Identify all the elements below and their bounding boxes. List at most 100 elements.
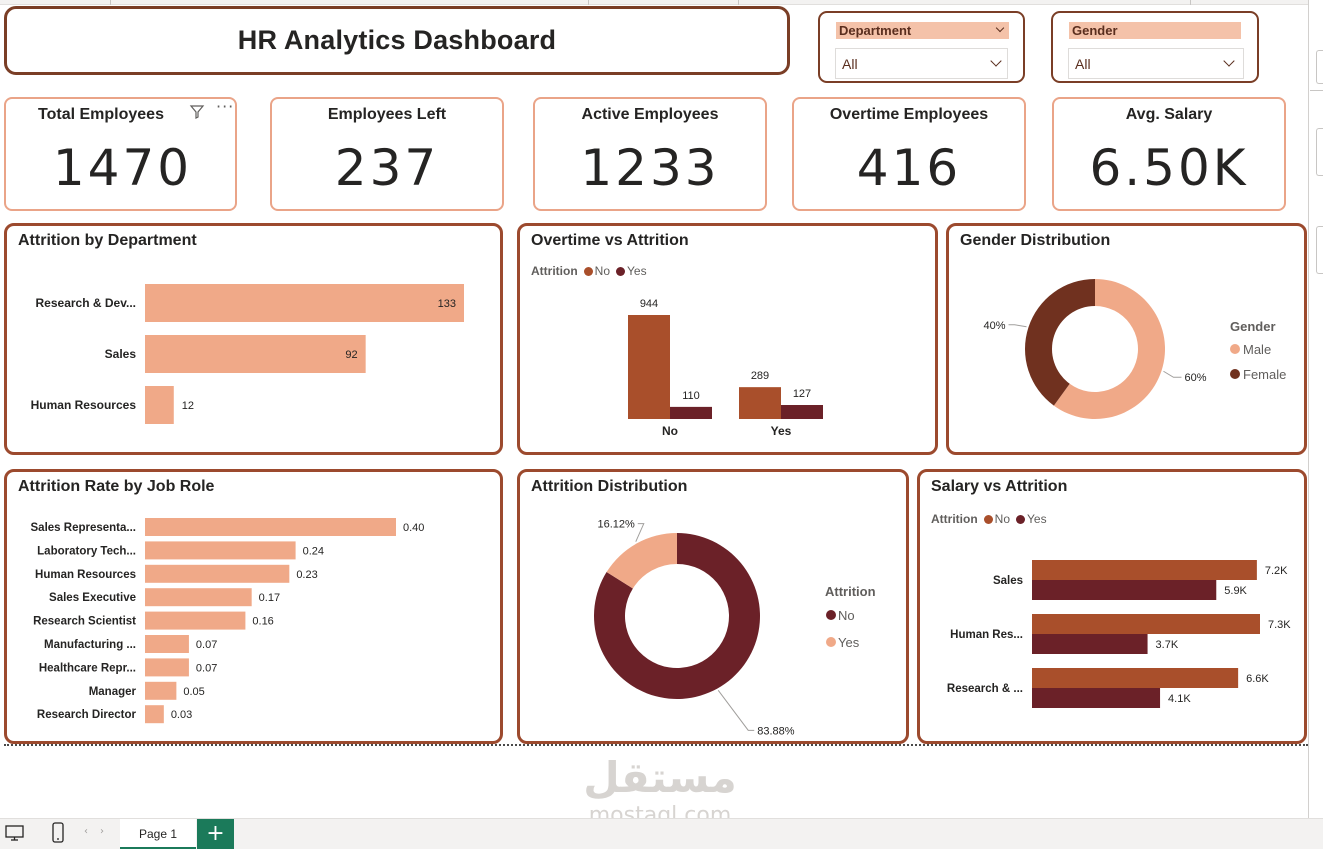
bar[interactable] xyxy=(739,387,781,419)
bar[interactable] xyxy=(628,315,670,419)
department-dropdown[interactable]: All xyxy=(835,48,1008,79)
department-slicer[interactable]: Department All xyxy=(818,11,1025,83)
bar[interactable] xyxy=(145,635,189,653)
bar[interactable] xyxy=(145,681,177,700)
desktop-view-icon[interactable] xyxy=(5,824,25,842)
bar[interactable] xyxy=(145,284,464,322)
legend-item[interactable]: Yes xyxy=(627,264,647,278)
kpi-label: Overtime Employees xyxy=(829,106,989,123)
bar[interactable] xyxy=(145,658,189,677)
salary-vs-attrition-chart[interactable]: Sales 7.2K 5.9K Human Res... 7.3K 3.7K Researc… xyxy=(920,472,1305,742)
gender-dropdown[interactable]: All xyxy=(1068,48,1244,79)
add-page-button[interactable]: + xyxy=(197,819,234,849)
bar[interactable] xyxy=(1032,688,1161,708)
chart-title: Attrition by Department xyxy=(18,232,197,249)
legend-item[interactable]: No xyxy=(594,264,610,278)
legend-item[interactable]: Male xyxy=(1243,342,1271,357)
data-label: 40% xyxy=(983,320,1005,332)
attrition-by-department-chart[interactable]: Research & Dev... 133 Sales 92 Human Resourc… xyxy=(7,226,501,453)
legend-item[interactable]: No xyxy=(994,512,1010,526)
leader-line xyxy=(635,523,645,542)
bar[interactable] xyxy=(145,588,252,607)
kpi-value: 237 xyxy=(334,139,440,197)
next-page-icon[interactable]: › xyxy=(100,826,104,837)
category-label: Laboratory Tech... xyxy=(37,545,136,557)
slice-no[interactable] xyxy=(594,533,760,699)
filters-pane[interactable] xyxy=(1308,0,1323,818)
data-label: 16.12% xyxy=(597,519,635,531)
overtime-vs-attrition-chart[interactable]: 944 110 No 289 127 Yes xyxy=(520,226,936,453)
bar[interactable] xyxy=(781,405,823,419)
category-label: No xyxy=(662,424,678,438)
tab-page-1[interactable]: Page 1 xyxy=(120,819,196,849)
bar[interactable] xyxy=(145,335,366,373)
gender-distribution-chart[interactable]: 60% 40% Gender Male Female xyxy=(949,226,1305,453)
chart-legend: Attrition No Yes xyxy=(931,512,1047,526)
legend-item[interactable]: Yes xyxy=(1027,512,1047,526)
legend-marker xyxy=(826,637,836,647)
slicer-header: Gender xyxy=(1069,22,1241,39)
bar[interactable] xyxy=(1032,614,1260,634)
bar[interactable] xyxy=(145,541,296,560)
slice-male[interactable] xyxy=(1053,279,1165,419)
pane-search-box[interactable] xyxy=(1316,50,1323,84)
slice-female[interactable] xyxy=(1025,279,1095,406)
legend-item[interactable]: Female xyxy=(1243,367,1286,382)
leader-line xyxy=(717,690,755,731)
gender-distribution-panel[interactable]: Gender Distribution 60% 40% Gender Male Fema… xyxy=(946,223,1307,455)
data-label: 944 xyxy=(640,298,658,310)
chart-title: Salary vs Attrition xyxy=(931,478,1068,495)
category-label: Research & ... xyxy=(947,683,1023,695)
pane-filter-card[interactable] xyxy=(1316,226,1323,274)
bar[interactable] xyxy=(145,564,290,583)
bar[interactable] xyxy=(670,406,712,419)
salary-vs-attrition-panel[interactable]: Salary vs Attrition Attrition No Yes Sales… xyxy=(917,469,1307,744)
kpi-total-employees[interactable]: Total Employees 1470 ··· xyxy=(4,97,237,211)
filter-icon[interactable] xyxy=(189,104,205,120)
pane-divider xyxy=(1310,90,1323,91)
data-label: 60% xyxy=(1184,372,1206,384)
kpi-label: Avg. Salary xyxy=(1125,106,1213,123)
kpi-value: 1470 xyxy=(52,139,193,197)
bar[interactable] xyxy=(145,518,396,536)
data-label: 0.05 xyxy=(183,686,204,698)
bar[interactable] xyxy=(145,611,246,630)
data-label: 0.07 xyxy=(196,662,217,674)
chart-legend: Attrition No Yes xyxy=(531,264,647,278)
chart-title: Attrition Rate by Job Role xyxy=(18,478,215,495)
data-label: 7.3K xyxy=(1268,619,1291,631)
attrition-distribution-panel[interactable]: Attrition Distribution 83.88% 16.12% Attri… xyxy=(517,469,909,744)
data-label: 289 xyxy=(751,370,769,382)
kpi-employees-left[interactable]: Employees Left 237 xyxy=(270,97,504,211)
pane-filter-card[interactable] xyxy=(1316,128,1323,176)
attrition-by-department-panel[interactable]: Attrition by Department Research & Dev..… xyxy=(4,223,503,455)
slice-yes[interactable] xyxy=(606,533,677,589)
category-label: Sales xyxy=(105,347,137,361)
legend-item[interactable]: No xyxy=(838,608,855,623)
kpi-active-employees[interactable]: Active Employees 1233 xyxy=(533,97,767,211)
ribbon-separator xyxy=(1190,0,1191,5)
kpi-label: Employees Left xyxy=(327,106,447,123)
category-label: Manager xyxy=(89,686,137,698)
mobile-view-icon[interactable] xyxy=(51,822,65,844)
previous-page-icon[interactable]: ‹ xyxy=(84,826,88,837)
bar[interactable] xyxy=(1032,668,1239,688)
bar[interactable] xyxy=(145,705,164,724)
kpi-value: 1233 xyxy=(580,139,720,197)
gender-slicer[interactable]: Gender All xyxy=(1051,11,1259,83)
chart-title: Overtime vs Attrition xyxy=(531,232,689,249)
bar[interactable] xyxy=(1032,560,1257,580)
attrition-distribution-chart[interactable]: 83.88% 16.12% Attrition No Yes xyxy=(520,472,907,742)
attrition-rate-by-job-role-panel[interactable]: Attrition Rate by Job Role Sales Represe… xyxy=(4,469,503,744)
bar[interactable] xyxy=(145,386,174,424)
dashboard-title-card: HR Analytics Dashboard xyxy=(4,6,790,75)
kpi-avg-salary[interactable]: Avg. Salary 6.50K xyxy=(1052,97,1286,211)
legend-item[interactable]: Yes xyxy=(838,635,860,650)
overtime-vs-attrition-panel[interactable]: Overtime vs Attrition Attrition No Yes 944… xyxy=(517,223,938,455)
bar[interactable] xyxy=(1032,634,1148,654)
kpi-overtime-employees[interactable]: Overtime Employees 416 xyxy=(792,97,1026,211)
bar[interactable] xyxy=(1032,580,1217,600)
attrition-rate-by-job-role-chart[interactable]: Sales Representa... 0.40 Laboratory Tech..… xyxy=(7,472,501,742)
slicer-label: Department xyxy=(839,23,912,38)
more-options-icon[interactable]: ··· xyxy=(216,97,235,116)
